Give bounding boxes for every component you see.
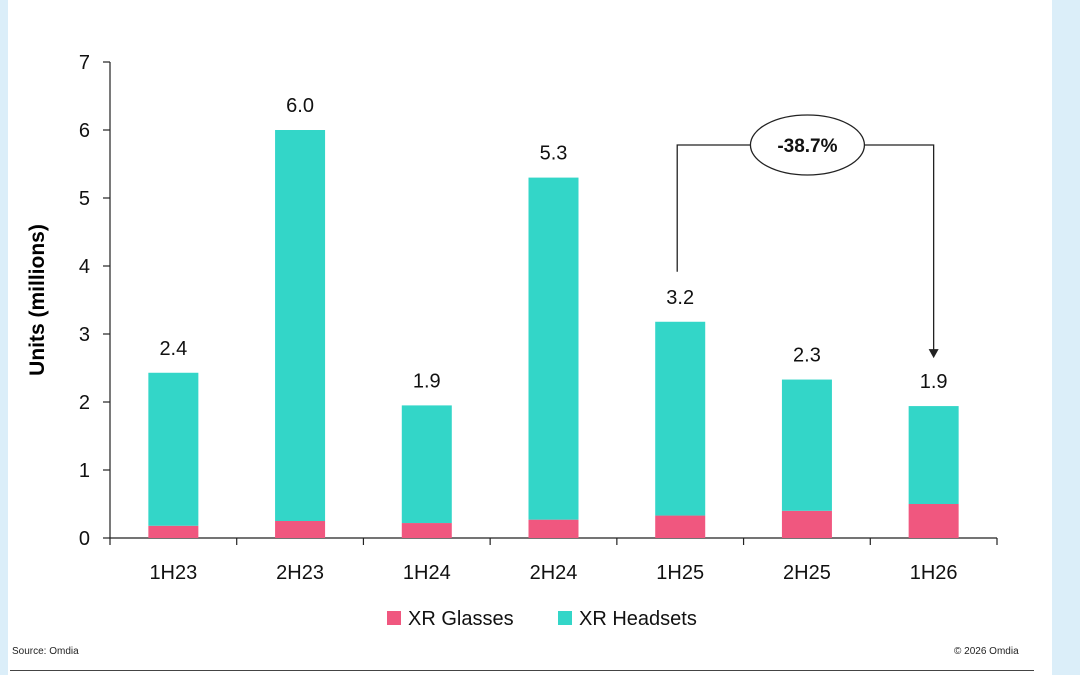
bar-xr-glasses (401, 523, 452, 538)
x-axis: 1H23 2H23 1H24 2H24 1H25 2H25 1H26 (109, 537, 998, 584)
bar-xr-headsets (275, 130, 326, 521)
total-data-label: 2.3 (793, 345, 821, 367)
bar-xr-headsets (655, 321, 706, 516)
x-tick-label: 1H23 (149, 562, 197, 584)
legend-swatch-xr-glasses (387, 611, 401, 625)
y-tick-label: 5 (79, 188, 90, 210)
total-data-label: 3.2 (666, 287, 694, 309)
bottom-divider (10, 670, 1034, 671)
x-tick-label: 1H25 (656, 562, 704, 584)
bar-xr-headsets (148, 372, 199, 526)
legend: XR Glasses XR Headsets (387, 608, 697, 630)
total-data-label: 1.9 (413, 370, 441, 392)
bar-xr-headsets (781, 379, 832, 511)
legend-label-xr-glasses: XR Glasses (408, 608, 514, 630)
copyright-note: © 2026 Omdia (954, 646, 1019, 657)
bar-xr-glasses (528, 519, 579, 538)
x-tick-label: 2H23 (276, 562, 324, 584)
bar-xr-glasses (908, 504, 959, 538)
total-data-label: 5.3 (540, 143, 568, 165)
y-tick-label: 7 (79, 52, 90, 74)
bar-xr-glasses (148, 525, 199, 538)
bar-xr-headsets (528, 177, 579, 520)
total-labels: 2.4 6.0 1.9 5.3 3.2 2.3 1.9 (159, 95, 947, 393)
y-tick-label: 3 (79, 324, 90, 346)
y-tick-label: 2 (79, 392, 90, 414)
total-data-label: 6.0 (286, 95, 314, 117)
y-axis-label: Units (millions) (26, 224, 49, 376)
y-tick-label: 0 (79, 528, 90, 550)
x-tick-label: 2H24 (530, 562, 578, 584)
y-tick-label: 4 (79, 256, 90, 278)
bar-xr-headsets (908, 406, 959, 504)
bar-xr-glasses (781, 510, 832, 538)
bar-xr-glasses (655, 515, 706, 538)
bar-xr-headsets (401, 405, 452, 524)
legend-label-xr-headsets: XR Headsets (579, 608, 697, 630)
annotation-ellipse (749, 114, 866, 176)
y-axis: 0 1 2 3 4 5 6 7 (79, 52, 111, 550)
change-annotation: -38.7% (676, 114, 939, 359)
left-border-strip (0, 0, 8, 675)
total-data-label: 1.9 (920, 371, 948, 393)
annotation-label: -38.7% (777, 136, 837, 157)
legend-swatch-xr-headsets (558, 611, 572, 625)
annotation-arrowhead (928, 349, 939, 359)
x-tick-label: 2H25 (783, 562, 831, 584)
right-border-strip (1052, 0, 1080, 675)
x-tick-label: 1H24 (403, 562, 451, 584)
y-tick-label: 6 (79, 120, 90, 142)
total-data-label: 2.4 (159, 338, 187, 360)
x-tick-label: 1H26 (910, 562, 958, 584)
source-note: Source: Omdia (12, 646, 79, 657)
y-tick-label: 1 (79, 460, 90, 482)
annotation-bracket-line (676, 144, 935, 351)
bar-xr-glasses (275, 521, 326, 538)
bar-series (148, 130, 959, 538)
